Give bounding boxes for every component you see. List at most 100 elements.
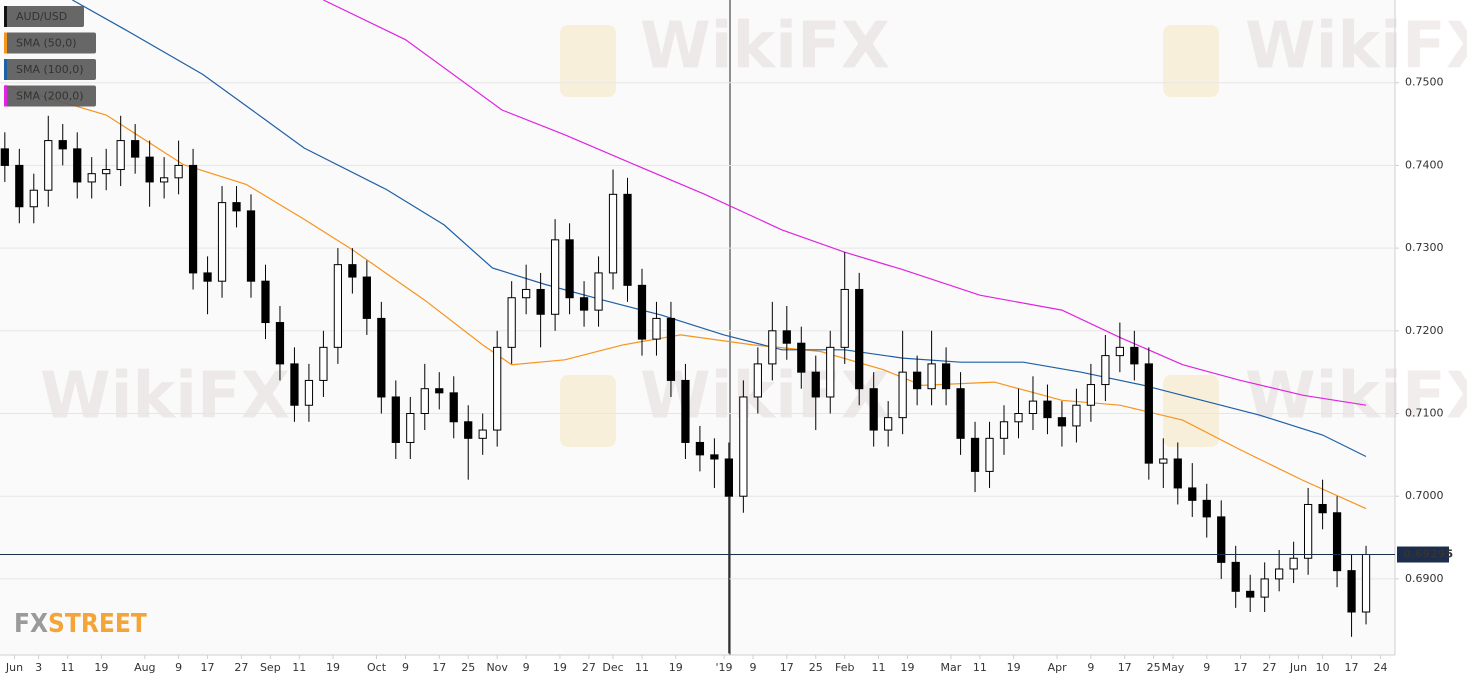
- legend-box: [4, 85, 96, 107]
- candle-body: [550, 239, 560, 315]
- candle-body: [145, 156, 154, 183]
- watermark-icon: [1163, 25, 1219, 97]
- x-tick-label: Aug: [134, 661, 155, 674]
- y-tick-label: 0.7500: [1405, 76, 1444, 89]
- x-tick-label: 25: [461, 661, 475, 674]
- x-tick-label: 25: [809, 661, 823, 674]
- x-tick-label: Jun: [1289, 661, 1307, 674]
- y-tick-label: 0.6900: [1405, 572, 1444, 585]
- candle-body: [1188, 487, 1197, 501]
- candle-body: [1260, 578, 1269, 598]
- y-tick-label: 0.7200: [1405, 324, 1444, 337]
- x-tick-label: 19: [669, 661, 683, 674]
- x-tick-label: 17: [1234, 661, 1248, 674]
- watermark-icon: [560, 375, 616, 447]
- x-tick-label: 9: [1087, 661, 1094, 674]
- candle-body: [377, 317, 386, 398]
- legend-swatch: [4, 85, 7, 107]
- legend-swatch: [4, 32, 7, 54]
- candle-body: [1361, 554, 1371, 613]
- x-tick-label: 19: [326, 661, 340, 674]
- candle-body: [522, 288, 531, 299]
- candle-body: [29, 189, 38, 208]
- candle-body: [579, 297, 589, 311]
- candle-body: [131, 140, 140, 158]
- candle-body: [594, 272, 603, 311]
- candle-body: [898, 371, 907, 419]
- x-tick-label: 17: [780, 661, 794, 674]
- candle-body: [739, 396, 748, 497]
- candle-body: [985, 437, 994, 472]
- candle-body: [73, 148, 82, 183]
- sma-line: [4, 84, 1367, 510]
- watermark: WikiFX: [40, 360, 290, 434]
- candle-body: [420, 388, 429, 415]
- legend-swatch: [4, 6, 7, 27]
- y-tick-label: 0.7000: [1405, 489, 1444, 502]
- candle-body: [1057, 417, 1067, 427]
- candle-body: [1332, 512, 1342, 572]
- x-tick-label: Apr: [1048, 661, 1068, 674]
- legend-label: SMA (100,0): [16, 63, 84, 76]
- candle-body: [1101, 355, 1110, 386]
- candle-body: [970, 437, 980, 472]
- candle-body: [275, 322, 285, 365]
- last-price-label: 0.69295: [1403, 548, 1453, 561]
- x-tick-label: Oct: [367, 661, 387, 674]
- legend-label: SMA (50,0): [16, 37, 77, 50]
- candle-body: [203, 272, 212, 282]
- watermark: WikiFX: [640, 360, 890, 434]
- candle-body: [1014, 413, 1023, 423]
- candle-body: [174, 164, 183, 179]
- legend-box: [4, 6, 84, 27]
- candle-body: [159, 177, 169, 183]
- x-tick-label: 17: [201, 661, 215, 674]
- candle-body: [1043, 400, 1052, 419]
- candle-body: [884, 417, 893, 431]
- y-tick-label: 0.7300: [1405, 241, 1444, 254]
- legend-swatch: [4, 59, 7, 80]
- candle-body: [637, 284, 647, 340]
- x-tick-label: 9: [523, 661, 530, 674]
- candle-body: [406, 413, 415, 443]
- candle-body: [927, 363, 936, 390]
- x-tick-label: Feb: [835, 661, 854, 674]
- candle-body: [811, 371, 820, 398]
- sma-line: [323, 0, 1367, 406]
- last-price-box: [1397, 546, 1449, 563]
- candle-body: [941, 363, 951, 390]
- candle-body: [1115, 346, 1124, 357]
- candle-body: [956, 388, 965, 439]
- logo-fx: FX: [14, 609, 48, 639]
- x-tick-label: 17: [1345, 661, 1359, 674]
- y-tick-label: 0.7100: [1405, 407, 1444, 420]
- candle-body: [58, 140, 67, 150]
- candle-body: [1028, 400, 1038, 415]
- x-tick-label: 11: [635, 661, 649, 674]
- candle-body: [362, 276, 371, 319]
- x-tick-label: 27: [1262, 661, 1276, 674]
- candle-body: [1159, 458, 1168, 464]
- x-tick-label: 11: [61, 661, 75, 674]
- x-tick-label: 3: [35, 661, 42, 674]
- candle-body: [348, 264, 357, 278]
- candle-body: [1144, 363, 1153, 464]
- candle-body: [116, 140, 125, 171]
- x-tick-label: Sep: [260, 661, 281, 674]
- legend-box: [4, 32, 96, 54]
- candle-body: [507, 297, 516, 348]
- candle-body: [1130, 346, 1139, 365]
- x-tick-label: Dec: [602, 661, 623, 674]
- candle-body: [0, 148, 9, 166]
- candle-body: [840, 288, 849, 348]
- candle-body: [623, 193, 632, 286]
- x-tick-label: 19: [94, 661, 108, 674]
- candle-body: [449, 392, 458, 423]
- candle-body: [1217, 516, 1226, 563]
- y-tick-label: 0.7400: [1405, 158, 1444, 171]
- candle-body: [333, 264, 343, 348]
- candle-body: [290, 363, 299, 406]
- candle-body: [246, 210, 256, 282]
- candle-body: [666, 317, 676, 381]
- candle-body: [1173, 458, 1182, 489]
